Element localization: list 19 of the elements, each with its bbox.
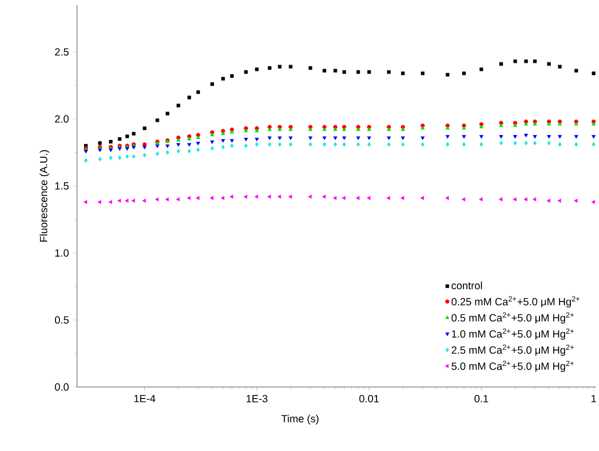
legend-label: 1.0 mM Ca$^{2+}$+5.0 μM Hg$^{2+}$: [452, 328, 574, 340]
x-tick-label: 0.1: [474, 394, 488, 402]
legend-label: 0.5 mM Ca$^{2+}$+5.0 μM Hg$^{2+}$: [452, 312, 574, 324]
y-tick-label: 0.5: [54, 316, 69, 324]
y-tick-label: 0.0: [54, 383, 69, 391]
legend-label: control: [452, 282, 482, 290]
x-tick-label: 1E-4: [134, 394, 156, 402]
x-tick-label: 0.01: [359, 394, 379, 402]
x-tick-label: 1: [592, 394, 596, 402]
x-axis-title: Time (s): [281, 414, 318, 424]
y-tick-label: 1.0: [55, 249, 69, 257]
y-axis-title: Fluorescence (A.U.): [40, 150, 50, 242]
y-tick-label: 2.5: [55, 48, 69, 56]
x-tick-label: 1E-3: [246, 394, 268, 402]
y-tick-label: 2.0: [55, 115, 69, 123]
y-tick-label: 1.5: [55, 182, 69, 190]
legend-label: 2.5 mM Ca$^{2+}$+5.0 μM Hg$^{2+}$: [452, 344, 574, 356]
legend-label: 5.0 mM Ca$^{2+}$+5.0 μM Hg$^{2+}$: [452, 360, 574, 372]
legend-label: 0.25 mM Ca$^{2+}$+5.0 μM Hg$^{2+}$: [452, 296, 580, 308]
